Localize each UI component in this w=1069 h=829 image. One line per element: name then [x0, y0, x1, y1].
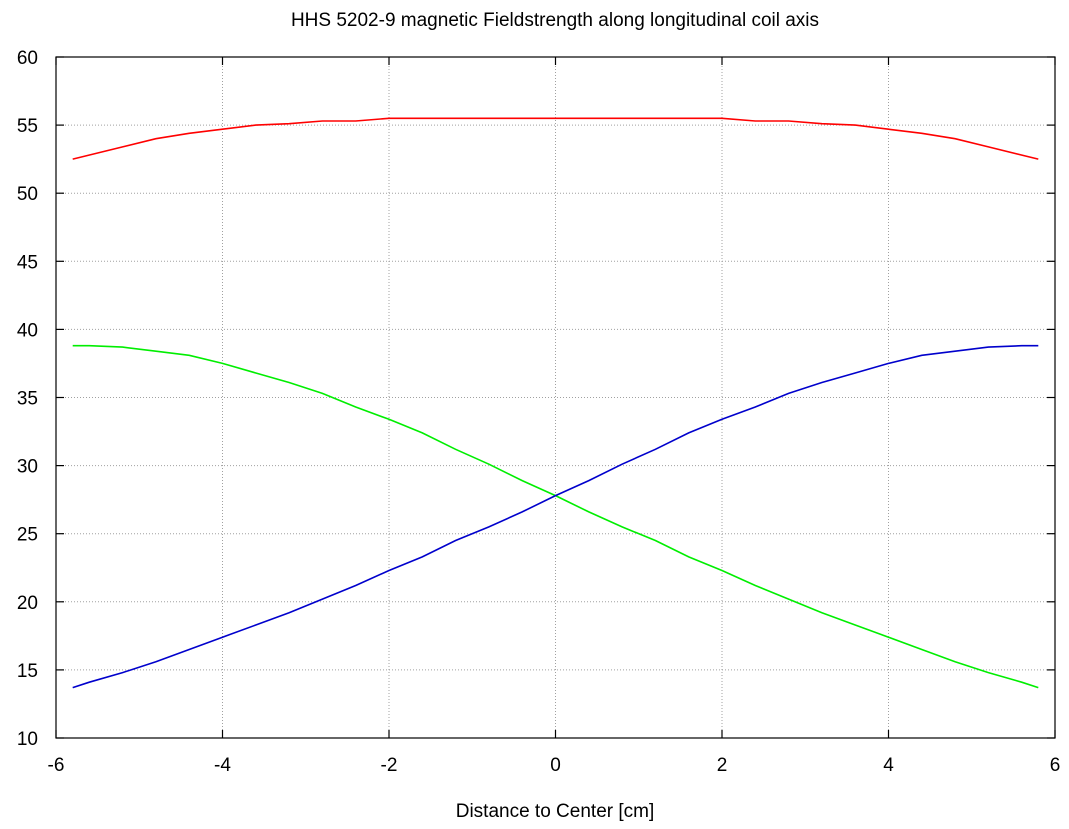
y-tick-label: 50 — [17, 184, 38, 205]
y-tick-label: 55 — [17, 116, 38, 137]
series-layer — [72, 117, 1039, 689]
x-tick-label: 4 — [883, 755, 894, 776]
y-tick-label: 35 — [17, 389, 38, 410]
y-tick-labels: 10 15 20 25 30 35 40 45 50 55 60 — [17, 48, 38, 750]
y-tick-label: 25 — [17, 525, 38, 546]
grid-lines — [56, 57, 1055, 738]
x-tick-label: 2 — [717, 755, 728, 776]
y-tick-label: 40 — [17, 320, 38, 341]
tick-marks — [55, 56, 1056, 739]
y-tick-label: 45 — [17, 252, 38, 273]
y-tick-label: 60 — [17, 48, 38, 69]
y-tick-label: 20 — [17, 593, 38, 614]
y-tick-label: 15 — [17, 661, 38, 682]
x-tick-label: 6 — [1050, 755, 1061, 776]
x-tick-labels: -6 -4 -2 0 2 4 6 — [48, 755, 1061, 776]
series-line-1 — [72, 117, 1039, 160]
x-tick-label: -4 — [214, 755, 231, 776]
x-tick-label: 0 — [550, 755, 561, 776]
y-tick-label: 30 — [17, 457, 38, 478]
x-tick-label: -6 — [48, 755, 65, 776]
x-tick-label: -2 — [381, 755, 398, 776]
series-line-3 — [72, 344, 1039, 689]
chart-title: HHS 5202-9 magnetic Fieldstrength along … — [291, 10, 819, 31]
y-tick-label: 10 — [17, 729, 38, 750]
x-axis-label: Distance to Center [cm] — [456, 801, 655, 822]
